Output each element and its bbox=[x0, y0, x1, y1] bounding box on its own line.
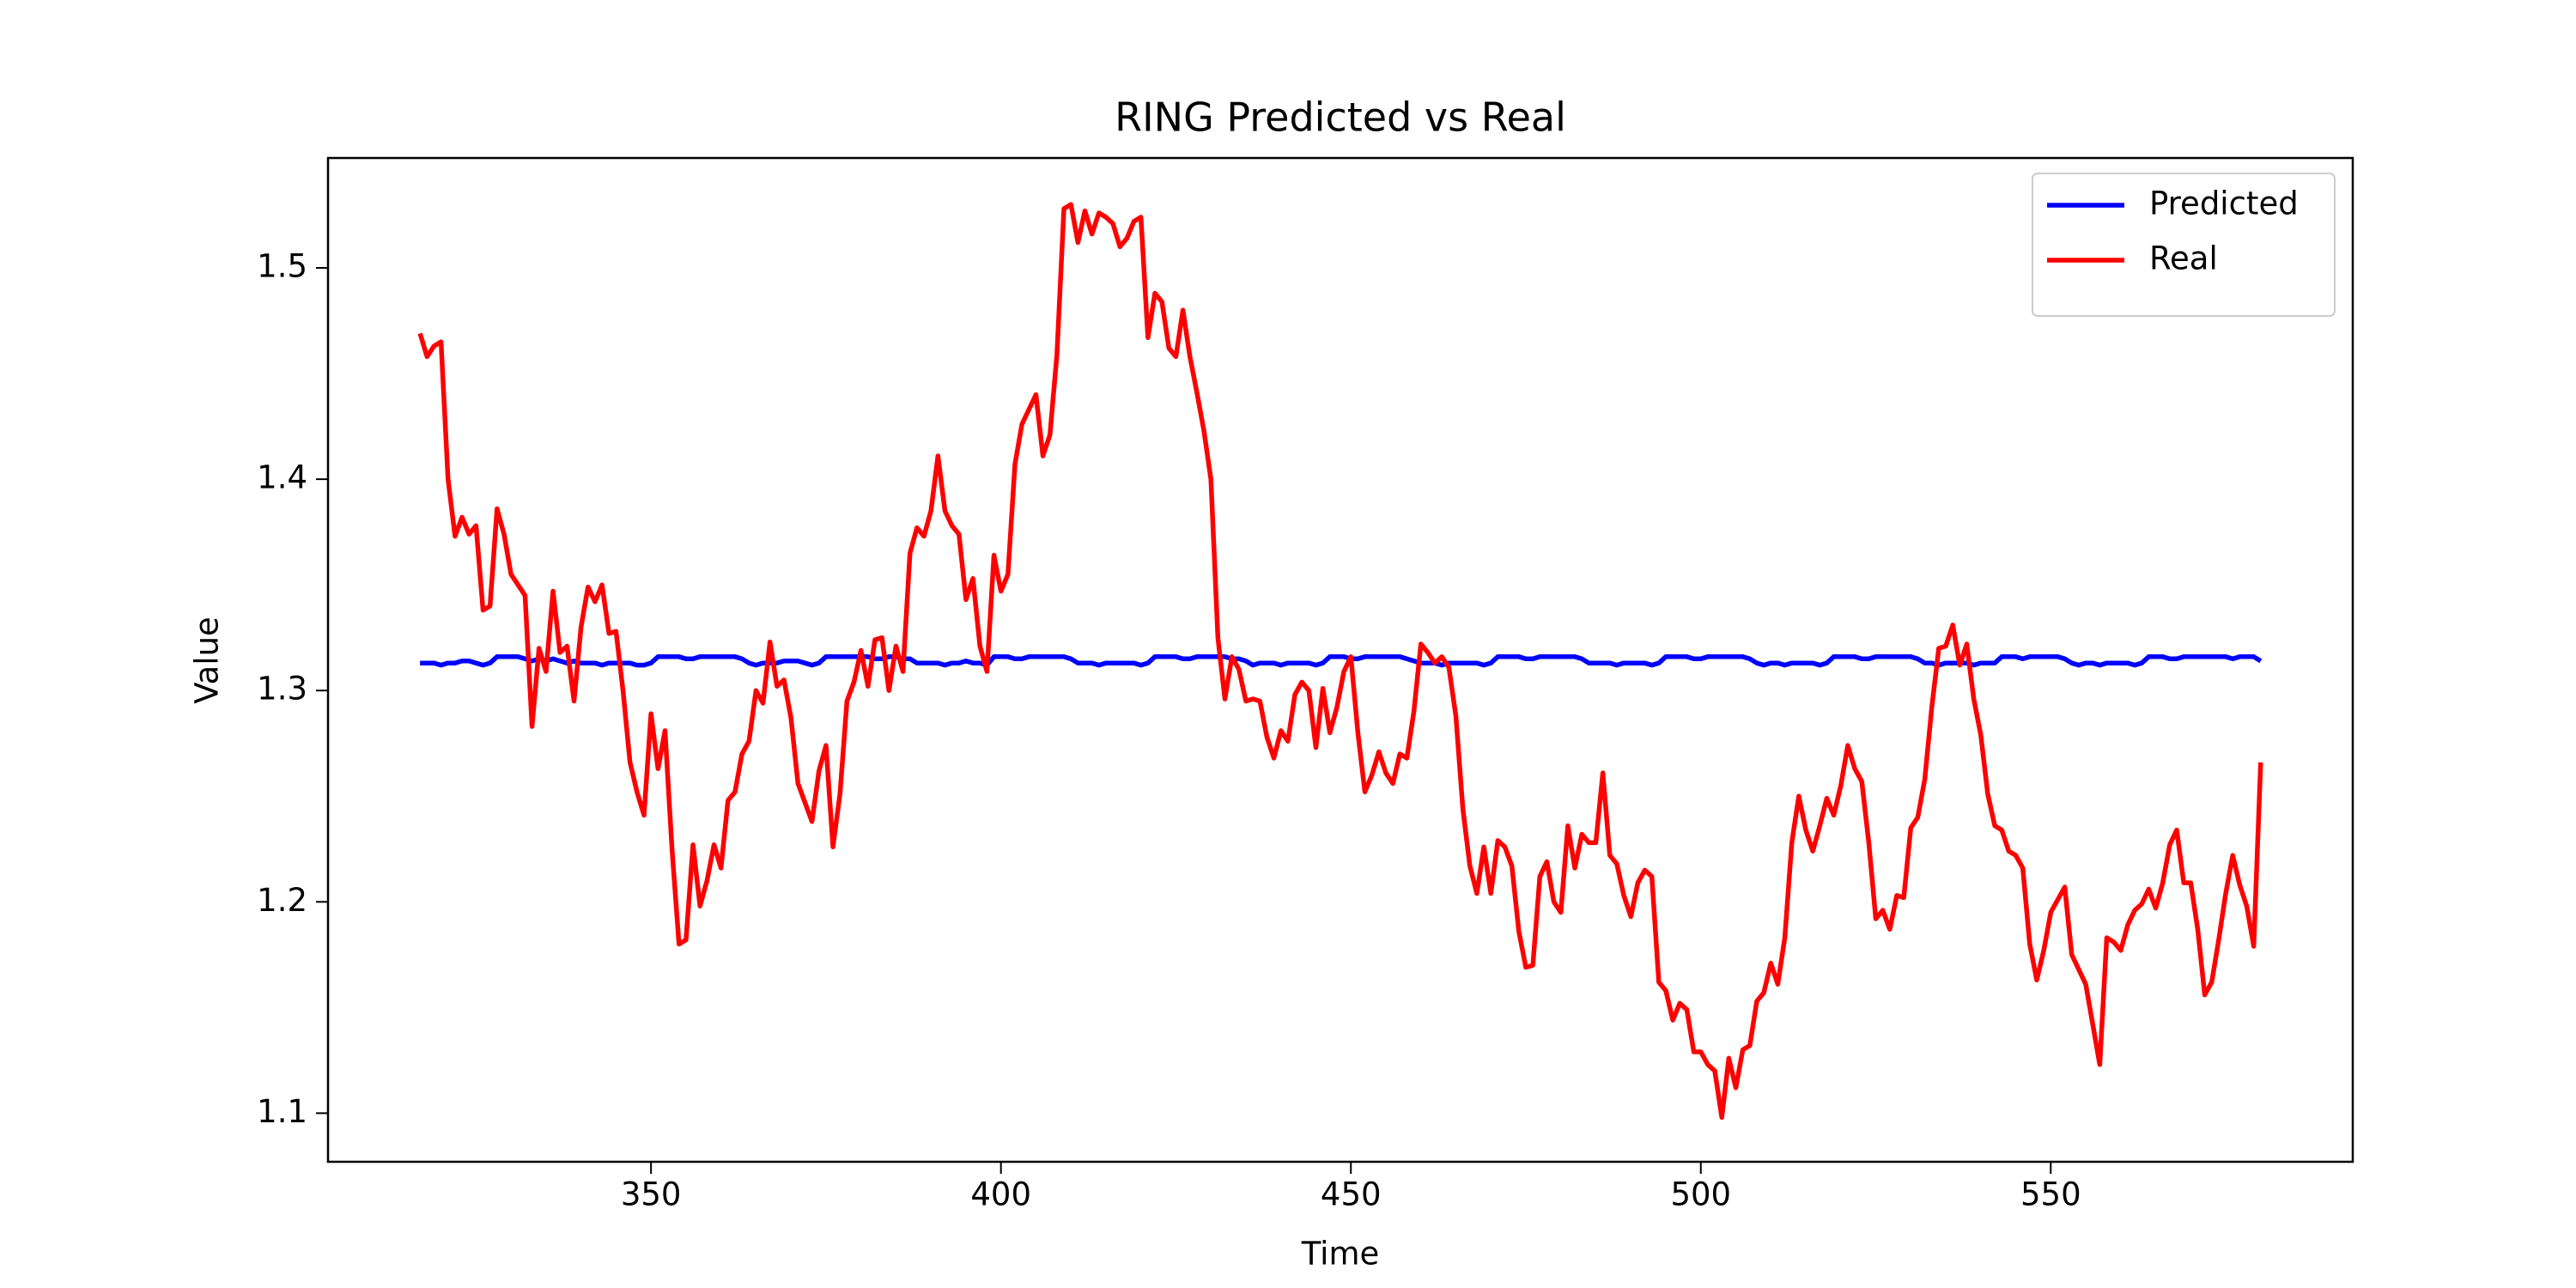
legend-label: Real bbox=[2149, 240, 2218, 277]
plot-frame bbox=[326, 156, 2354, 1163]
legend-box bbox=[2032, 173, 2336, 317]
y-tick-label: 1.2 bbox=[257, 882, 307, 919]
x-tick-label: 400 bbox=[970, 1176, 1031, 1213]
y-tick-label: 1.1 bbox=[257, 1093, 307, 1130]
y-tick-label: 1.4 bbox=[257, 459, 307, 496]
x-tick-label: 550 bbox=[2020, 1176, 2081, 1213]
data-line bbox=[420, 654, 2263, 668]
x-tick-label: 450 bbox=[1321, 1176, 1382, 1213]
x-tick-label: 350 bbox=[621, 1176, 682, 1213]
legend-label: Predicted bbox=[2149, 185, 2299, 222]
data-line bbox=[417, 202, 2263, 1121]
y-tick-label: 1.3 bbox=[257, 671, 307, 708]
x-axis-label: Time bbox=[1301, 1236, 1380, 1273]
y-axis-label: Value bbox=[189, 617, 226, 704]
chart-title: RING Predicted vs Real bbox=[1115, 94, 1566, 141]
x-tick-label: 500 bbox=[1670, 1176, 1731, 1213]
y-tick-label: 1.5 bbox=[257, 247, 307, 284]
